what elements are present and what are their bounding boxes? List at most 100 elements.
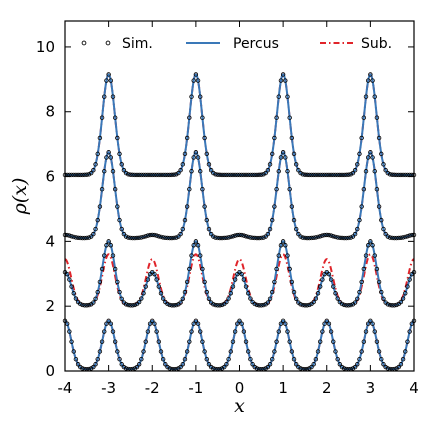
sim-point-0 — [106, 318, 111, 323]
sim-point-3 — [171, 172, 177, 177]
sim-point-3 — [335, 172, 340, 178]
sim-point-2 — [307, 235, 312, 241]
y-tick-label: 2 — [45, 297, 55, 315]
sim-point-2 — [259, 235, 264, 241]
sim-point-1 — [239, 271, 244, 277]
sim-point-3 — [365, 78, 371, 83]
sim-point-1 — [270, 289, 275, 295]
sim-point-3 — [132, 172, 137, 178]
y-tick-label: 6 — [45, 168, 55, 186]
sim-point-2 — [106, 150, 111, 155]
sim-point-1 — [259, 303, 264, 308]
sim-point-1 — [291, 289, 297, 295]
sim-point-3 — [97, 135, 103, 141]
sim-point-0 — [243, 339, 249, 344]
sim-point-2 — [154, 233, 159, 238]
sim-point-2 — [150, 232, 155, 238]
sim-point-1 — [171, 303, 177, 308]
sim-point-2 — [405, 234, 410, 239]
sim-point-3 — [400, 172, 406, 178]
sim-point-2 — [265, 231, 271, 237]
sim-point-0 — [241, 329, 247, 334]
sim-point-0 — [112, 339, 118, 344]
sim-point-0 — [69, 339, 74, 344]
sim-point-3 — [71, 172, 76, 178]
percus-curve-1 — [64, 240, 415, 307]
sim-point-1 — [298, 302, 303, 307]
sim-point-3 — [176, 170, 181, 176]
sim-point-2 — [143, 234, 148, 239]
sim-point-1 — [276, 253, 281, 258]
x-tick-label: 0 — [235, 379, 245, 397]
sim-point-3 — [156, 172, 161, 178]
sim-point-2 — [198, 169, 203, 174]
sim-point-2 — [389, 235, 395, 241]
sim-point-1 — [357, 289, 362, 295]
sim-point-3 — [348, 172, 353, 177]
sim-point-0 — [328, 329, 334, 334]
sim-point-2 — [283, 155, 288, 160]
sim-point-2 — [368, 150, 373, 155]
sim-point-3 — [235, 172, 240, 178]
sim-point-0 — [237, 318, 242, 323]
sim-point-0 — [102, 329, 107, 334]
sim-point-2 — [73, 235, 79, 240]
sim-point-3 — [121, 168, 127, 173]
sim-point-2 — [372, 169, 377, 174]
sim-point-2 — [263, 234, 268, 239]
sim-point-1 — [241, 277, 247, 282]
x-tick-label: 1 — [278, 379, 288, 397]
sim-point-0 — [139, 356, 144, 362]
sim-point-2 — [206, 226, 212, 232]
sim-point-1 — [339, 301, 345, 307]
sim-point-3 — [274, 115, 279, 120]
sim-point-1 — [136, 299, 142, 305]
sim-point-3 — [147, 172, 153, 178]
sim-point-3 — [278, 78, 284, 83]
sim-point-0 — [67, 329, 72, 334]
sim-point-1 — [359, 279, 364, 285]
sim-point-0 — [331, 339, 336, 344]
sim-point-2 — [152, 232, 157, 238]
sim-point-1 — [156, 284, 161, 289]
sim-point-1 — [132, 302, 137, 308]
sim-point-3 — [230, 172, 236, 178]
sim-point-3 — [403, 172, 408, 178]
sim-point-3 — [189, 94, 194, 99]
sim-point-2 — [333, 234, 338, 240]
sim-point-3 — [352, 168, 358, 173]
sim-point-1 — [145, 277, 151, 282]
sim-point-2 — [191, 155, 196, 160]
sim-point-3 — [182, 151, 188, 157]
sim-point-0 — [99, 339, 105, 344]
sim-point-0 — [158, 349, 164, 354]
sim-point-1 — [104, 243, 109, 248]
sim-point-1 — [385, 302, 391, 307]
sim-point-3 — [174, 172, 179, 177]
sim-point-1 — [287, 266, 292, 272]
sim-point-3 — [169, 172, 175, 178]
sim-point-2 — [248, 235, 253, 240]
sim-point-3 — [283, 78, 288, 83]
sim-point-3 — [328, 172, 334, 178]
sim-point-2 — [385, 234, 391, 239]
sim-point-2 — [108, 155, 114, 160]
x-tick-label: 3 — [366, 379, 376, 397]
sim-point-0 — [204, 356, 209, 362]
sim-point-1 — [128, 303, 133, 308]
sim-point-3 — [145, 172, 151, 178]
percus-curve-2 — [64, 151, 415, 240]
sim-point-1 — [346, 303, 351, 308]
sim-point-2 — [169, 235, 175, 241]
sim-point-3 — [128, 172, 133, 177]
sim-point-0 — [160, 356, 166, 362]
sim-point-2 — [300, 235, 305, 240]
sim-point-0 — [324, 318, 329, 323]
sim-point-0 — [250, 362, 255, 367]
sim-point-2 — [130, 235, 135, 241]
sim-point-3 — [126, 172, 131, 177]
sim-point-0 — [311, 362, 316, 367]
y-tick-label: 4 — [45, 232, 55, 250]
sim-point-0 — [193, 318, 199, 323]
sim-point-3 — [320, 172, 325, 178]
